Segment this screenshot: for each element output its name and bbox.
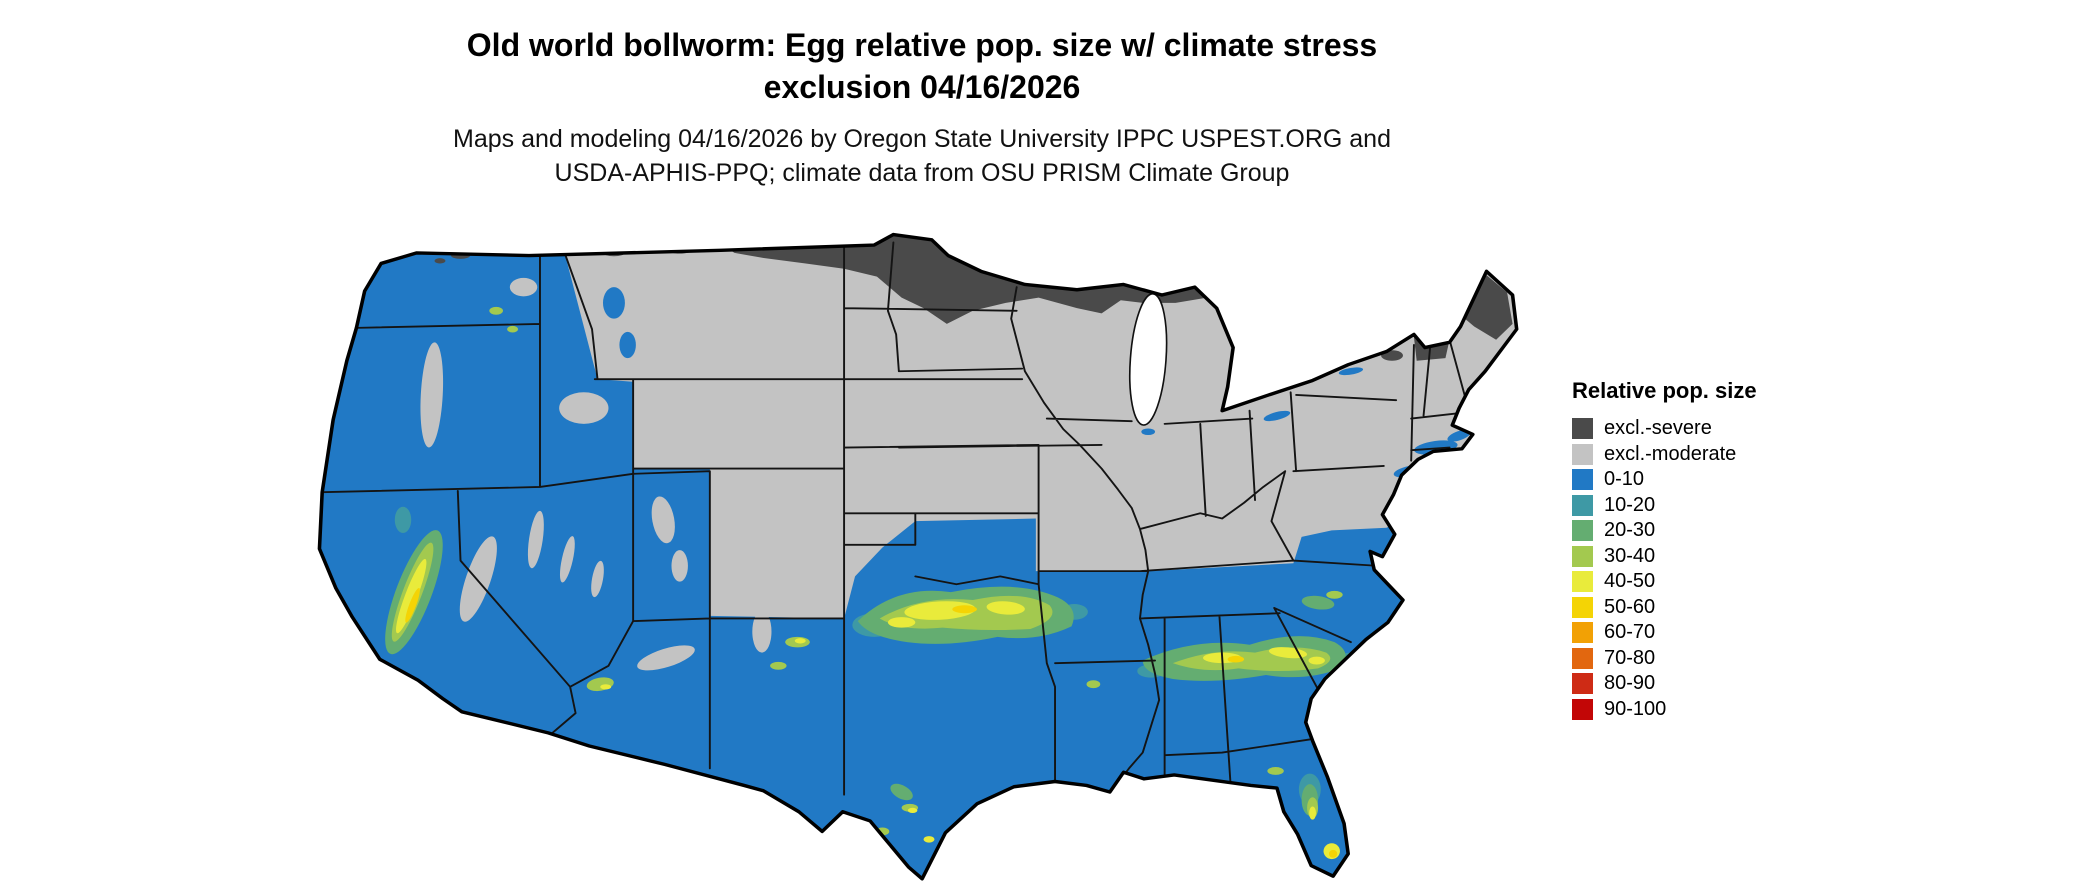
legend-swatch: [1572, 571, 1593, 593]
legend-swatch: [1572, 596, 1593, 618]
legend-label: 20-30: [1604, 519, 1656, 542]
us-map: [303, 224, 1529, 888]
map-subtitle-line1: Maps and modeling 04/16/2026 by Oregon S…: [453, 125, 1391, 153]
map-subtitle-line2: USDA-APHIS-PPQ; climate data from OSU PR…: [554, 159, 1290, 187]
legend-swatch: [1572, 622, 1593, 644]
legend-item: 40-50: [1572, 569, 1832, 595]
map-title-line2: exclusion 04/16/2026: [763, 69, 1081, 105]
legend-label: excl.-severe: [1604, 417, 1712, 440]
legend-label: 50-60: [1604, 595, 1656, 618]
legend-title: Relative pop. size: [1572, 378, 1757, 403]
legend: Relative pop. size excl.-severe excl.-mod…: [1572, 378, 1832, 722]
legend-label: 10-20: [1604, 493, 1656, 516]
legend-swatch: [1572, 673, 1593, 695]
us-outline: [317, 232, 1519, 881]
legend-item: 60-70: [1572, 620, 1832, 646]
map-subtitle: Maps and modeling 04/16/2026 by Oregon S…: [0, 122, 1844, 190]
legend-item: 70-80: [1572, 646, 1832, 672]
legend-label: 40-50: [1604, 570, 1656, 593]
legend-swatch: [1572, 494, 1593, 516]
legend-item: excl.-severe: [1572, 416, 1832, 442]
legend-items: excl.-severe excl.-moderate 0-10 10-20 20-30…: [1572, 416, 1832, 722]
legend-item: 30-40: [1572, 544, 1832, 570]
legend-item: 80-90: [1572, 671, 1832, 697]
legend-label: excl.-moderate: [1604, 442, 1737, 465]
legend-label: 70-80: [1604, 646, 1656, 669]
legend-swatch: [1572, 520, 1593, 542]
legend-swatch: [1572, 418, 1593, 440]
map-title: Old world bollworm: Egg relative pop. si…: [0, 24, 1844, 108]
legend-label: 90-100: [1604, 697, 1667, 720]
map-title-line1: Old world bollworm: Egg relative pop. si…: [466, 27, 1378, 63]
legend-item: 50-60: [1572, 595, 1832, 621]
legend-label: 30-40: [1604, 544, 1656, 567]
pop-50-60-patches: [405, 587, 1338, 858]
legend-item: 10-20: [1572, 493, 1832, 519]
legend-label: 60-70: [1604, 621, 1656, 644]
legend-swatch: [1572, 545, 1593, 567]
legend-swatch: [1572, 469, 1593, 491]
legend-item: 20-30: [1572, 518, 1832, 544]
state-borders: [321, 241, 1467, 796]
legend-item: 0-10: [1572, 467, 1832, 493]
legend-swatch: [1572, 698, 1593, 720]
legend-swatch: [1572, 647, 1593, 669]
excluded-moderate-pockets: [420, 277, 805, 671]
us-map-svg: [317, 232, 1519, 881]
legend-label: 0-10: [1604, 468, 1645, 491]
legend-item: excl.-moderate: [1572, 442, 1832, 468]
legend-item: 90-100: [1572, 697, 1832, 723]
legend-swatch: [1572, 443, 1593, 465]
legend-label: 80-90: [1604, 672, 1656, 695]
